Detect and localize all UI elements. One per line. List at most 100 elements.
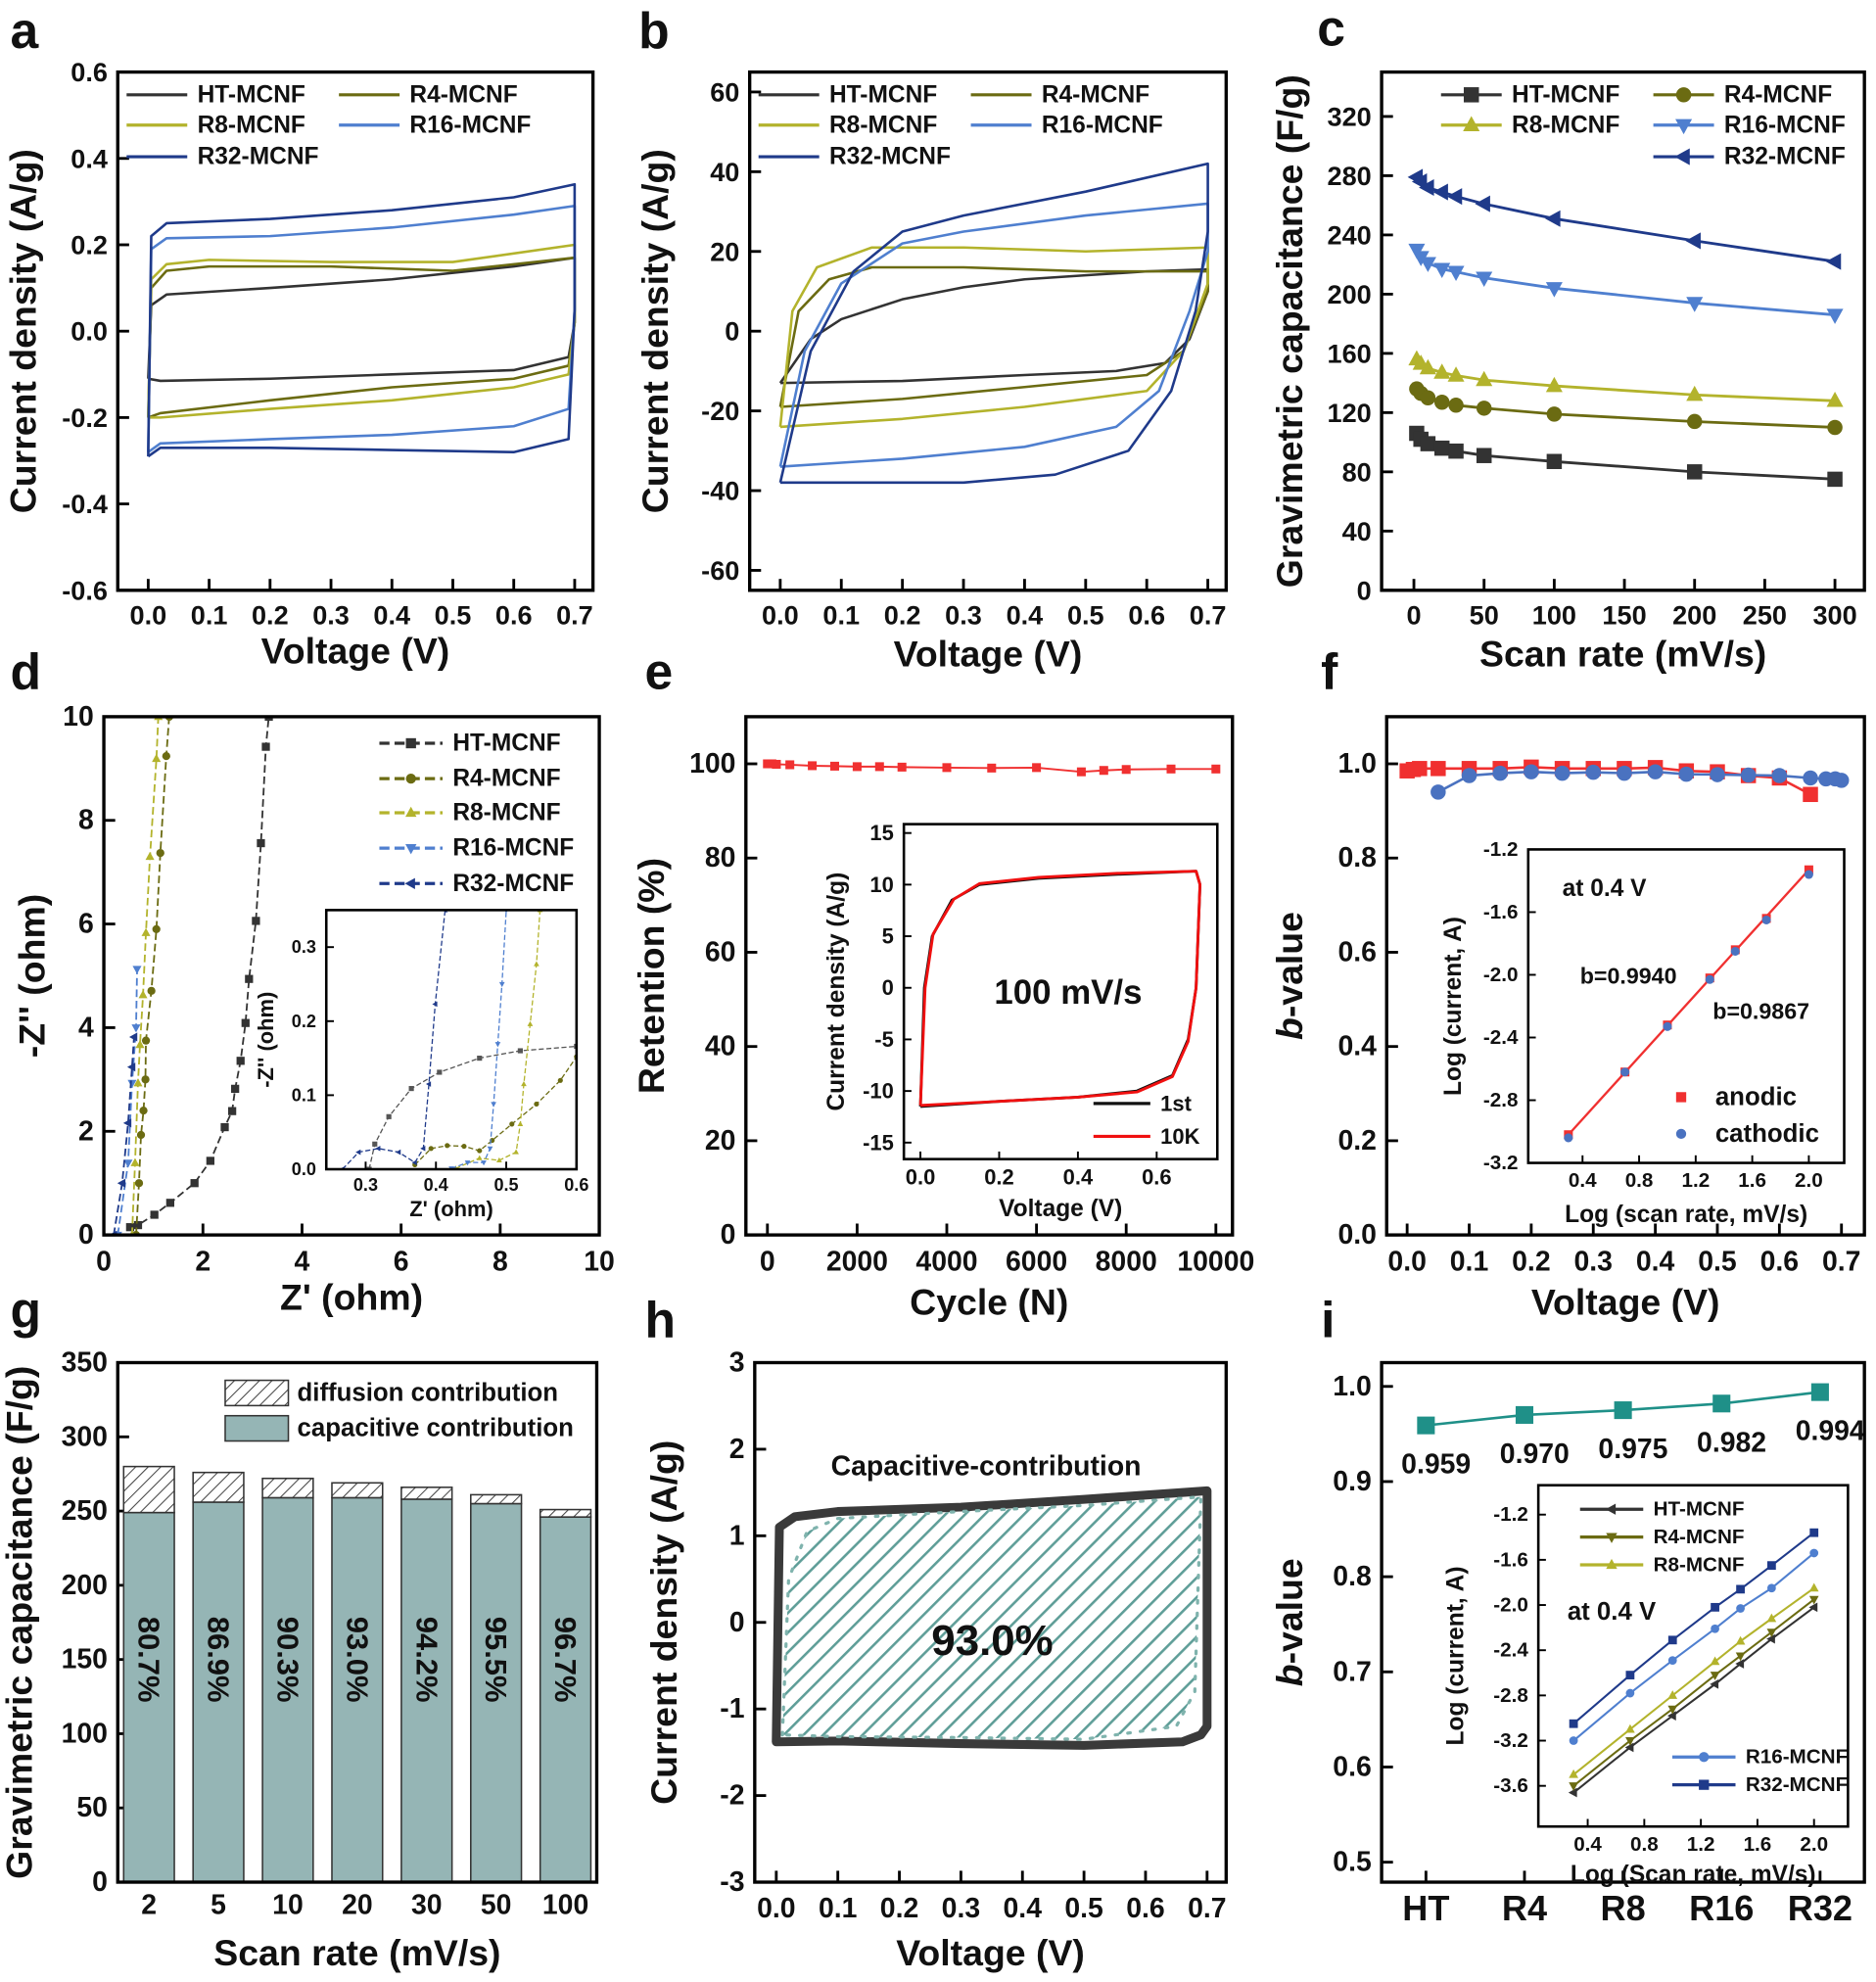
panel-d: d 0 2 4 6 8 10 0 2 4 6 8 10 Z' (ohm) -Z'' (ohm) HT-MCNF… xyxy=(11,642,615,1317)
y-tick-label: 320 xyxy=(1328,101,1372,131)
legend-label: R8-MCNF xyxy=(829,112,937,138)
data-point xyxy=(513,1149,519,1155)
data-point xyxy=(136,1130,146,1140)
legend-entry: diffusion contribution xyxy=(224,1379,558,1406)
data-point xyxy=(122,1118,132,1128)
data-point xyxy=(1420,390,1436,405)
data-point xyxy=(1663,1021,1672,1031)
x-axis-label: Cycle (N) xyxy=(910,1281,1068,1322)
y-axis-label: b-value xyxy=(1269,1558,1310,1686)
panel-b: b -60 -40 -20 0 20 40 60 0.0 0.1 0.2 0.3 0.4 0.5 0.6 0.… xyxy=(634,2,1228,674)
x-tick-label: 0.6 xyxy=(1128,600,1165,631)
x-tick-label: 2000 xyxy=(826,1246,888,1277)
legend-marker xyxy=(1463,87,1479,103)
legend-label: 1st xyxy=(1160,1091,1192,1115)
data-point xyxy=(1766,1561,1776,1571)
legend-entry: R16-MCNF xyxy=(379,835,574,862)
data-point xyxy=(517,1120,524,1126)
y-tick-label: 0.8 xyxy=(1337,842,1376,873)
y-tick-label: -0.6 xyxy=(62,575,108,605)
plot-frame xyxy=(324,909,579,1171)
data-point xyxy=(1809,1548,1819,1558)
y-axis-label-rest: -value xyxy=(1269,1558,1310,1664)
bar-percentage-label: 93.0% xyxy=(340,1617,374,1703)
legend-label: R4-MCNF xyxy=(1654,1526,1745,1548)
panel-h: h -3 -2 -1 0 1 2 3 0.0 0.1 0.2 0.3 0.4 0.5 0.6 0.7 Volta… xyxy=(643,1292,1228,1973)
data-point xyxy=(1546,406,1563,422)
x-tick-label: 4000 xyxy=(915,1246,977,1277)
legend-label: R4-MCNF xyxy=(409,81,517,108)
x-tick-label: 0.3 xyxy=(1574,1246,1613,1277)
data-point xyxy=(1667,1705,1678,1715)
data-point xyxy=(1554,765,1571,781)
data-point xyxy=(133,1220,143,1230)
data-point xyxy=(1766,1613,1777,1623)
data-point xyxy=(1568,1787,1577,1798)
y-tick-label: -2.0 xyxy=(1493,1594,1528,1617)
legend-entry: HT-MCNF xyxy=(126,81,305,108)
data-point xyxy=(425,1081,432,1087)
data-point xyxy=(1625,1723,1635,1733)
chart-c: 0 40 80 120 160 200 240 280 320 0 50 100 150 200 250 30… xyxy=(1269,70,1866,674)
x-tick-label: 0.5 xyxy=(493,1175,518,1195)
data-point xyxy=(496,1156,502,1162)
data-point xyxy=(481,1160,487,1166)
data-point xyxy=(1667,1690,1678,1699)
legend-label: R16-MCNF xyxy=(1746,1746,1848,1769)
data-point xyxy=(1761,915,1771,924)
data-label: 0.982 xyxy=(1697,1427,1766,1458)
x-tick-label: 0.4 xyxy=(1007,600,1044,631)
data-point xyxy=(145,851,155,861)
legend-label: R32-MCNF xyxy=(452,871,574,897)
series-line xyxy=(1567,869,1810,1136)
data-point xyxy=(1740,767,1757,783)
legend-marker xyxy=(1463,116,1480,131)
data-point xyxy=(1430,761,1446,777)
y-tick-label: -10 xyxy=(863,1079,894,1104)
annotation: at 0.4 V xyxy=(1568,1598,1657,1626)
x-axis-label: Z' (ohm) xyxy=(409,1197,493,1221)
data-point xyxy=(498,981,505,988)
data-point xyxy=(1808,1582,1819,1592)
x-category-label: R8 xyxy=(1601,1888,1646,1928)
x-tick-label: 300 xyxy=(1812,600,1856,631)
data-point xyxy=(1569,1782,1578,1791)
plot-area xyxy=(918,870,1202,1109)
y-tick-label: -15 xyxy=(863,1130,894,1155)
legend-label: R4-MCNF xyxy=(1042,81,1149,108)
data-point xyxy=(1625,1737,1635,1746)
data-point xyxy=(763,759,773,769)
data-point xyxy=(1492,765,1508,781)
data-point xyxy=(1121,765,1131,775)
x-tick-label: 0.1 xyxy=(822,600,860,631)
data-point xyxy=(1447,265,1465,282)
data-point xyxy=(1032,763,1042,773)
data-point xyxy=(1809,1528,1819,1537)
y-tick-label: 100 xyxy=(689,748,735,779)
data-point xyxy=(1099,766,1108,776)
bar-diffusion xyxy=(331,1482,384,1499)
bar-percentage-label: 96.7% xyxy=(548,1617,583,1703)
data-point xyxy=(1808,1595,1819,1605)
series-line xyxy=(368,1045,577,1170)
data-point xyxy=(396,1149,401,1156)
y-tick-label: -1.6 xyxy=(1483,901,1519,923)
series-line xyxy=(1415,249,1836,316)
data-point xyxy=(557,1077,563,1083)
x-axis-label: Voltage (V) xyxy=(1531,1281,1720,1322)
legend-label: capacitive contribution xyxy=(298,1415,574,1442)
legend-label: HT-MCNF xyxy=(198,81,305,108)
y-axis-label: -Z'' (ohm) xyxy=(11,894,52,1058)
series-line xyxy=(129,716,270,1229)
y-tick-label: 0.4 xyxy=(70,143,108,173)
legend-entry: R8-MCNF xyxy=(1440,112,1619,138)
plot-frame xyxy=(1536,1484,1850,1828)
data-point xyxy=(1569,1736,1578,1745)
panel-letter: g xyxy=(11,1281,42,1338)
data-point xyxy=(131,1024,141,1033)
x-tick-label: 0.3 xyxy=(312,600,350,631)
x-tick-label: 0.2 xyxy=(984,1164,1014,1189)
series-line xyxy=(918,870,1202,1108)
x-tick-label: 0 xyxy=(760,1246,775,1277)
legend-entry: 1st xyxy=(1093,1091,1193,1115)
